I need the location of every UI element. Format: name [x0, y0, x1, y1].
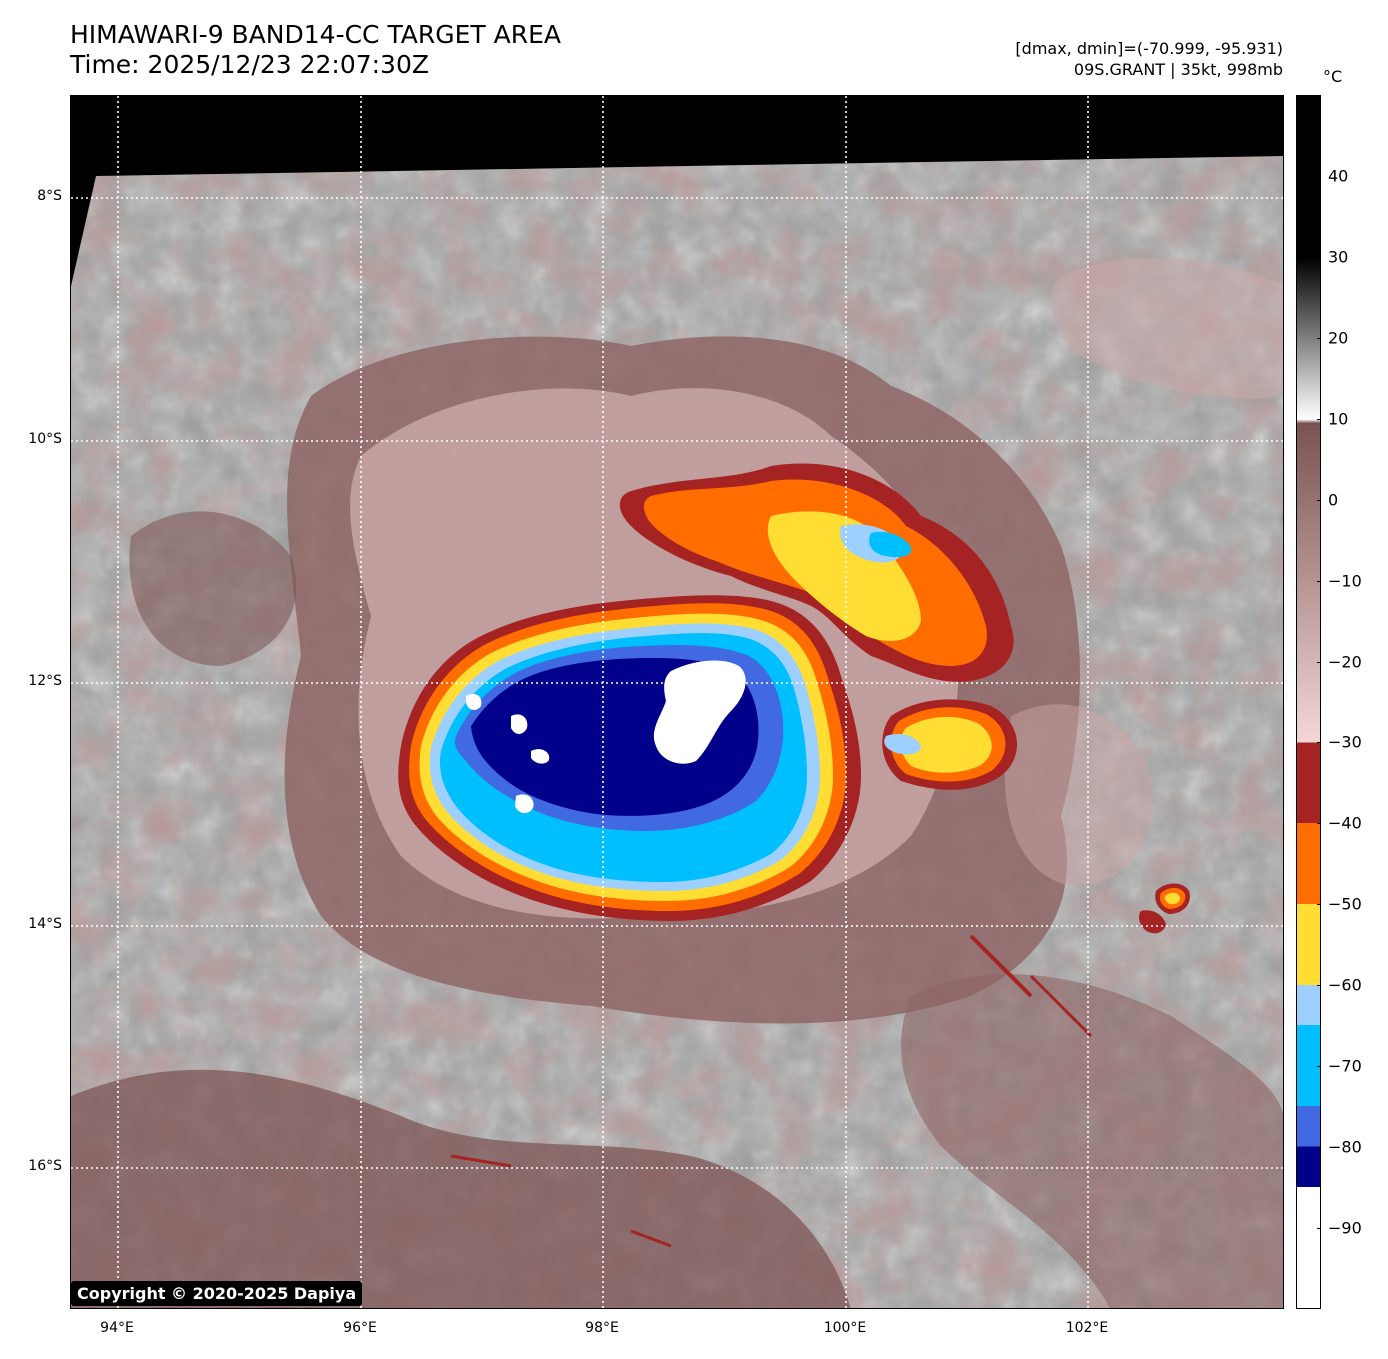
colorbar-tick-label: −40 — [1328, 813, 1362, 833]
colorbar-unit: °C — [1323, 67, 1343, 86]
title-line-1: HIMAWARI-9 BAND14-CC TARGET AREA — [70, 20, 562, 49]
lat-label-8S: 8°S — [37, 188, 62, 204]
colorbar-tick-label: 0 — [1328, 490, 1339, 510]
lat-label-14S: 14°S — [28, 916, 62, 932]
colorbar-tick-label: −30 — [1328, 732, 1362, 752]
lon-label-102E: 102°E — [1065, 1320, 1109, 1336]
satellite-map — [70, 95, 1284, 1309]
colorbar-tick-label: 20 — [1328, 328, 1349, 348]
dmax-dmin-label: [dmax, dmin]=(-70.999, -95.931) — [1015, 39, 1283, 58]
colorbar-tick — [1317, 985, 1321, 987]
storm-info: [dmax, dmin]=(-70.999, -95.931) 09S.GRAN… — [1015, 38, 1283, 80]
lon-label-100E: 100°E — [823, 1320, 867, 1336]
colorbar — [1296, 95, 1321, 1309]
colorbar-tick-label: 40 — [1328, 166, 1349, 186]
no-data-region — [71, 96, 1283, 286]
colorbar-tick — [1317, 742, 1321, 744]
lat-label-16S: 16°S — [28, 1158, 62, 1174]
colorbar-tick — [1317, 1147, 1321, 1149]
colorbar-tick-label: 10 — [1328, 409, 1349, 429]
colorbar-tick-label: −80 — [1328, 1137, 1362, 1157]
colorbar-tick — [1317, 499, 1321, 501]
colorbar-tick-label: −90 — [1328, 1218, 1362, 1238]
colorbar-tick — [1317, 418, 1321, 420]
colorbar-tick-label: −60 — [1328, 975, 1362, 995]
colorbar-tick-label: 30 — [1328, 247, 1349, 267]
colorbar-tick-label: −10 — [1328, 571, 1362, 591]
lon-label-98E: 98°E — [585, 1320, 619, 1336]
colorbar-tick — [1317, 1066, 1321, 1068]
graticule — [71, 96, 1283, 1308]
storm-name-intensity: 09S.GRANT | 35kt, 998mb — [1073, 60, 1283, 79]
figure-title: HIMAWARI-9 BAND14-CC TARGET AREA Time: 2… — [70, 20, 561, 80]
colorbar-tick — [1317, 823, 1321, 825]
colorbar-tick-label: −20 — [1328, 652, 1362, 672]
colorbar-tick — [1317, 661, 1321, 663]
storm-convection — [398, 463, 1018, 921]
colorbar-tick — [1317, 175, 1321, 177]
colorbar-tick — [1317, 580, 1321, 582]
lat-label-10S: 10°S — [28, 431, 62, 447]
colorbar-tick-label: −50 — [1328, 894, 1362, 914]
lat-label-12S: 12°S — [28, 673, 62, 689]
colorbar-tick — [1317, 904, 1321, 906]
colorbar-tick — [1317, 256, 1321, 258]
lon-label-96E: 96°E — [343, 1320, 377, 1336]
copyright-badge: Copyright © 2020-2025 Dapiya — [71, 1281, 363, 1306]
colorbar-tick — [1317, 337, 1321, 339]
lon-label-94E: 94°E — [100, 1320, 134, 1336]
satellite-image — [71, 96, 1283, 1308]
colorbar-tick — [1317, 1228, 1321, 1230]
title-line-2: Time: 2025/12/23 22:07:30Z — [70, 50, 429, 79]
colorbar-tick-label: −70 — [1328, 1056, 1362, 1076]
